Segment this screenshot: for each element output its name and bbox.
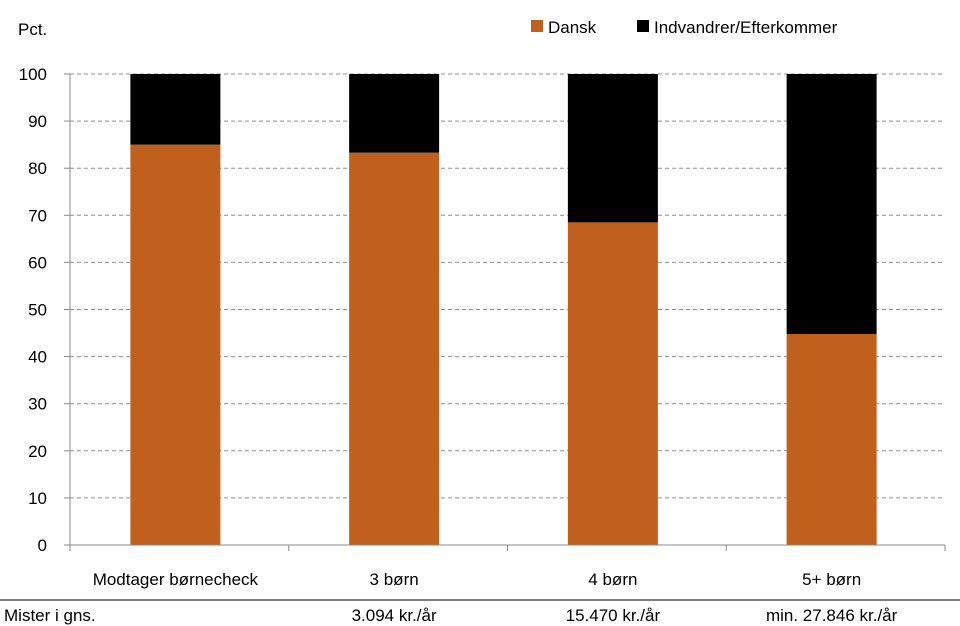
y-tick-label-40: 40 <box>28 348 47 367</box>
category-label-2: 4 børn <box>588 570 637 589</box>
bar-indvandrer-1 <box>349 74 440 153</box>
footer-value-2: 15.470 kr./år <box>566 606 661 625</box>
y-tick-label-100: 100 <box>19 65 47 84</box>
y-axis: 0 10 20 30 40 50 60 70 80 90 100 <box>19 65 71 555</box>
category-labels: Modtager børnecheck 3 børn 4 børn 5+ børn <box>93 570 861 589</box>
bar-indvandrer-3 <box>786 74 877 334</box>
y-tick-label-30: 30 <box>28 395 47 414</box>
y-axis-label: Pct. <box>18 20 47 39</box>
y-tick-label-80: 80 <box>28 159 47 178</box>
bar-dansk-0 <box>130 144 221 545</box>
footer-value-1: 3.094 kr./år <box>352 606 437 625</box>
bar-indvandrer-2 <box>567 74 658 223</box>
legend: Dansk Indvandrer/Efterkommer <box>531 18 838 37</box>
bar-indvandrer-0 <box>130 74 221 145</box>
y-tick-label-90: 90 <box>28 112 47 131</box>
legend-label-indvandrer: Indvandrer/Efterkommer <box>654 18 838 37</box>
y-tick-label-0: 0 <box>38 536 47 555</box>
footer-value-3: min. 27.846 kr./år <box>766 606 898 625</box>
footer-label: Mister i gns. <box>4 606 96 625</box>
y-tick-label-20: 20 <box>28 442 47 461</box>
bar-dansk-3 <box>786 333 877 545</box>
y-tick-label-10: 10 <box>28 489 47 508</box>
legend-swatch-dansk <box>531 20 543 32</box>
y-tick-label-60: 60 <box>28 253 47 272</box>
footer-values: 3.094 kr./år 15.470 kr./år min. 27.846 kr.… <box>352 606 898 625</box>
category-label-0: Modtager børnecheck <box>93 570 259 589</box>
bar-dansk-1 <box>349 152 440 546</box>
y-tick-label-50: 50 <box>28 301 47 320</box>
legend-swatch-indvandrer <box>637 20 649 32</box>
x-axis <box>69 544 946 551</box>
legend-label-dansk: Dansk <box>548 18 597 37</box>
category-label-3: 5+ børn <box>802 570 861 589</box>
bars <box>130 74 877 546</box>
bar-dansk-2 <box>567 222 658 546</box>
category-label-1: 3 børn <box>370 570 419 589</box>
y-tick-label-70: 70 <box>28 206 47 225</box>
